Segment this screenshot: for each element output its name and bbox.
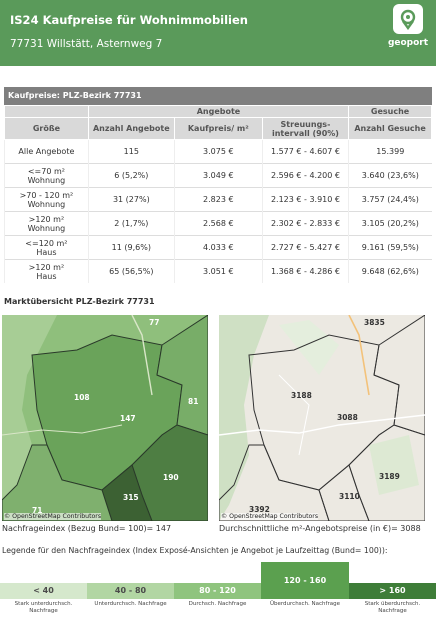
- table-row: Alle Angebote 115 3.075 €1.577 € - 4.607 €…: [4, 139, 432, 164]
- report-address: 77731 Willstätt, Asternweg 7: [10, 38, 163, 50]
- col-streuungsintervall: Streuungs- intervall (90%): [261, 117, 350, 140]
- table-cell-groesse: >70 - 120 m² Wohnung: [4, 187, 89, 212]
- map1-label: 190: [163, 473, 179, 482]
- map2-label: 3188: [291, 391, 312, 400]
- table-cell-groesse: <=120 m² Haus: [4, 235, 89, 260]
- map1-label: 71: [32, 506, 43, 515]
- table-cell-gesuche: 9.648 (62,6%): [348, 259, 432, 283]
- map1-label: 77: [149, 318, 160, 327]
- map2-attribution: © OpenStreetMap Contributors: [221, 513, 319, 520]
- legend-caption: Stark unterdurchsch. Nachfrage: [14, 601, 73, 614]
- table-cell-preis: 3.075 €: [173, 139, 263, 164]
- col-anzahl-angebote: Anzahl Angebote: [87, 117, 175, 140]
- table-cell-groesse: Alle Angebote: [4, 139, 89, 164]
- table-cell-preis: 3.051 €: [173, 259, 263, 283]
- table-title: Kaufpreise: PLZ-Bezirk 77731: [4, 87, 432, 105]
- table-cell-preis: 2.823 €: [173, 187, 263, 212]
- map2-label: 3110: [339, 492, 360, 501]
- table-row: <=70 m² Wohnung 6 (5,2%) 3.049 €2.596 € - …: [4, 163, 432, 188]
- table-cell-preis: 2.568 €: [173, 211, 263, 236]
- group-header-angebote: Angebote: [87, 105, 350, 118]
- market-title: Marktübersicht PLZ-Bezirk 77731: [4, 297, 155, 306]
- table-cell-intervall: 2.302 € - 2.833 €: [261, 211, 349, 236]
- table-cell-anzahl: 65 (56,5%): [87, 259, 175, 283]
- map2-label: 3088: [337, 413, 358, 422]
- map2-label: 3835: [364, 318, 385, 327]
- legend-box: < 40: [0, 583, 87, 599]
- legend-box: > 160: [349, 583, 436, 599]
- table-cell-anzahl: 115: [87, 139, 175, 164]
- table-cell-gesuche: 3.105 (20,2%): [348, 211, 432, 236]
- price-table-section: Kaufpreise: PLZ-Bezirk 77731 Angebote Ge…: [4, 87, 432, 283]
- legend-box: 80 - 120: [174, 583, 261, 599]
- table-cell-anzahl: 11 (9,6%): [87, 235, 175, 260]
- map1-label: 108: [74, 393, 90, 402]
- table-cell-intervall: 2.727 € - 5.427 €: [261, 235, 349, 260]
- table-cell-preis: 4.033 €: [173, 235, 263, 260]
- legend-box: 40 - 80: [87, 583, 174, 599]
- table-cell-groesse: <=70 m² Wohnung: [4, 163, 89, 188]
- legend-caption: Überdurchsch. Nachfrage: [269, 601, 340, 607]
- legend-title: Legende für den Nachfrageindex (Index Ex…: [2, 546, 388, 555]
- map2-label: 3189: [379, 472, 400, 481]
- price-caption: Durchschnittliche m²-Angebotspreise (in …: [219, 524, 421, 533]
- table-cell-groesse: >120 m² Wohnung: [4, 211, 89, 236]
- table-cell-gesuche: 15.399: [348, 139, 432, 164]
- map1-label: 81: [188, 397, 199, 406]
- group-header-gesuche: Gesuche: [348, 105, 432, 118]
- price-map: 3835 3188 3088 3189 3110 3392 © OpenStre…: [219, 315, 425, 521]
- geoport-logo: geoport: [386, 4, 430, 60]
- table-cell-groesse: >120 m² Haus: [4, 259, 89, 283]
- table-cell-preis: 3.049 €: [173, 163, 263, 188]
- map1-label: 147: [120, 414, 136, 423]
- col-kaufpreis: Kaufpreis/ m²: [173, 117, 263, 140]
- legend: < 40 Stark unterdurchsch. Nachfrage 40 - 8…: [0, 562, 436, 619]
- table-cell-gesuche: 9.161 (59,5%): [348, 235, 432, 260]
- col-anzahl-gesuche: Anzahl Gesuche: [348, 117, 432, 140]
- table-cell-gesuche: 3.757 (24,4%): [348, 187, 432, 212]
- table-cell-intervall: 2.123 € - 3.910 €: [261, 187, 349, 212]
- table-cell-intervall: 1.577 € - 4.607 €: [261, 139, 349, 164]
- table-cell-intervall: 2.596 € - 4.200 €: [261, 163, 349, 188]
- table-cell-anzahl: 2 (1,7%): [87, 211, 175, 236]
- table-row: >120 m² Haus 65 (56,5%) 3.051 €1.368 € - 4…: [4, 259, 432, 283]
- table-row: >70 - 120 m² Wohnung 31 (27%) 2.823 €2.123…: [4, 187, 432, 212]
- table-row: <=120 m² Haus 11 (9,6%) 4.033 €2.727 € - 5…: [4, 235, 432, 260]
- col-groesse: Größe: [4, 117, 89, 140]
- demand-index-map: 77 108 147 81 190 315 71 © OpenStreetMap…: [2, 315, 208, 521]
- legend-caption: Durchsch. Nachfrage: [188, 601, 247, 607]
- map1-attribution: © OpenStreetMap Contributors: [4, 513, 102, 520]
- report-header: IS24 Kaufpreise für Wohnimmobilien 77731…: [0, 0, 436, 66]
- demand-index-caption: Nachfrageindex (Bezug Bund= 100)= 147: [2, 524, 172, 533]
- legend-caption: Unterdurchsch. Nachfrage: [94, 601, 167, 607]
- location-pin-icon: [393, 4, 423, 34]
- table-cell-gesuche: 3.640 (23,6%): [348, 163, 432, 188]
- legend-caption: Stark überdurchsch. Nachfrage: [364, 601, 421, 614]
- header-spacer: [4, 105, 89, 118]
- table-row: >120 m² Wohnung 2 (1,7%) 2.568 €2.302 € - …: [4, 211, 432, 236]
- map1-label: 315: [123, 493, 139, 502]
- table-cell-anzahl: 6 (5,2%): [87, 163, 175, 188]
- logo-text: geoport: [387, 38, 429, 48]
- map2-label: 3392: [249, 505, 270, 514]
- table-cell-intervall: 1.368 € - 4.286 €: [261, 259, 349, 283]
- legend-box: 120 - 160: [261, 562, 349, 599]
- price-table: Angebote Gesuche Größe Anzahl Angebote K…: [4, 105, 432, 283]
- report-title: IS24 Kaufpreise für Wohnimmobilien: [10, 13, 248, 27]
- table-cell-anzahl: 31 (27%): [87, 187, 175, 212]
